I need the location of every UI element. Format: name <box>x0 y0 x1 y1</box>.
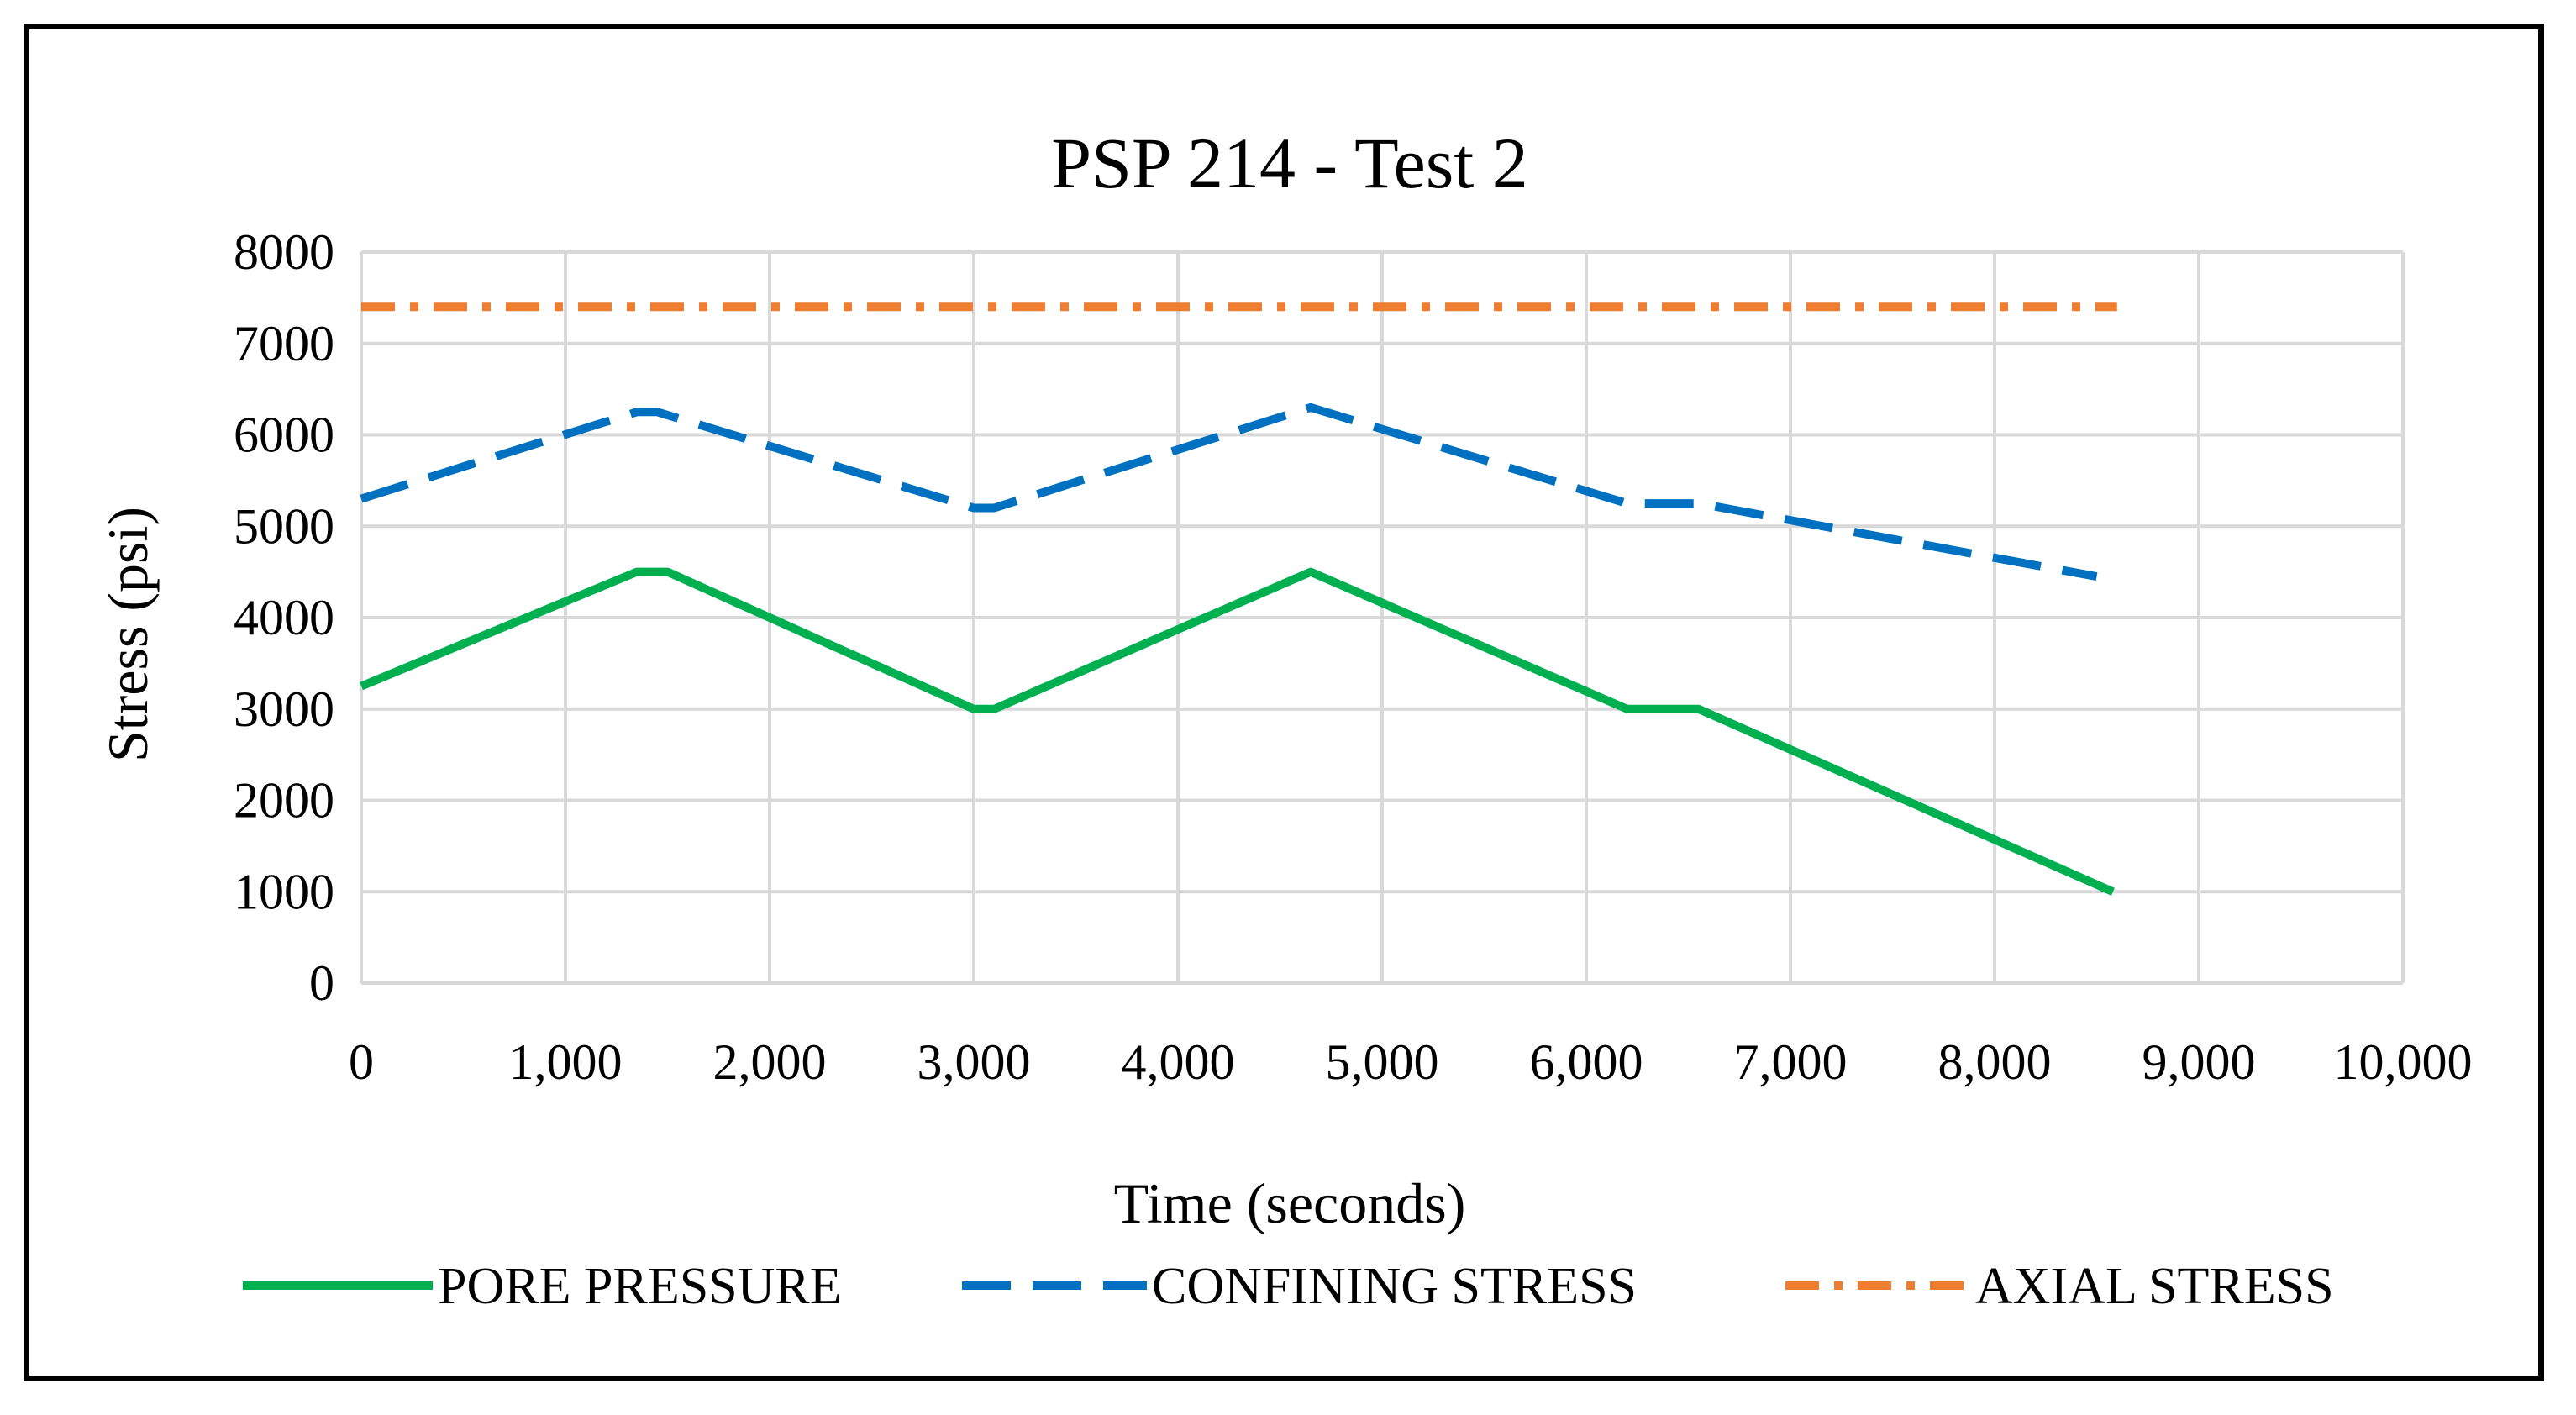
x-tick-label: 8,000 <box>1938 1034 2052 1090</box>
tick-label-layer: 0 1000 2000 3000 4000 5000 6000 7000 8000 0 1,000 2… <box>234 224 2473 1090</box>
x-tick-label: 6,000 <box>1530 1034 1643 1090</box>
grid-layer <box>360 250 2405 985</box>
y-tick-label: 8000 <box>234 224 334 280</box>
legend-label-axial-stress: AXIAL STRESS <box>1975 1258 2334 1315</box>
y-tick-label: 3000 <box>234 681 334 737</box>
series-line-pore-pressure <box>360 567 2115 896</box>
y-tick-label: 0 <box>309 955 334 1011</box>
y-tick-label: 4000 <box>234 590 334 645</box>
x-tick-label: 2,000 <box>713 1034 827 1090</box>
legend: PORE PRESSURE CONFINING STRESS AXIAL STR… <box>243 1258 2334 1315</box>
chart-title: PSP 214 - Test 2 <box>1051 123 1527 203</box>
x-tick-label: 3,000 <box>917 1034 1031 1090</box>
x-tick-label: 10,000 <box>2334 1034 2473 1090</box>
legend-label-pore-pressure: PORE PRESSURE <box>438 1258 842 1315</box>
x-tick-label: 4,000 <box>1122 1034 1235 1090</box>
x-tick-label: 0 <box>349 1034 374 1090</box>
line-chart: 0 1000 2000 3000 4000 5000 6000 7000 8000 0 1,000 2… <box>96 123 2473 1315</box>
series-layer <box>360 302 2117 896</box>
series-line-confining-stress <box>360 402 2098 581</box>
y-tick-label: 7000 <box>234 316 334 371</box>
chart-frame: 0 1000 2000 3000 4000 5000 6000 7000 8000 0 1,000 2… <box>24 24 2544 1381</box>
y-tick-label: 6000 <box>234 408 334 463</box>
legend-label-confining-stress: CONFINING STRESS <box>1152 1258 1637 1315</box>
x-axis-title: Time (seconds) <box>1114 1171 1466 1235</box>
x-tick-label: 1,000 <box>509 1034 623 1090</box>
y-axis-title: Stress (psi) <box>96 507 160 762</box>
y-tick-label: 5000 <box>234 498 334 554</box>
y-tick-label: 1000 <box>234 864 334 919</box>
x-tick-label: 5,000 <box>1326 1034 1439 1090</box>
x-tick-label: 7,000 <box>1734 1034 1848 1090</box>
y-tick-label: 2000 <box>234 773 334 828</box>
x-tick-label: 9,000 <box>2142 1034 2256 1090</box>
